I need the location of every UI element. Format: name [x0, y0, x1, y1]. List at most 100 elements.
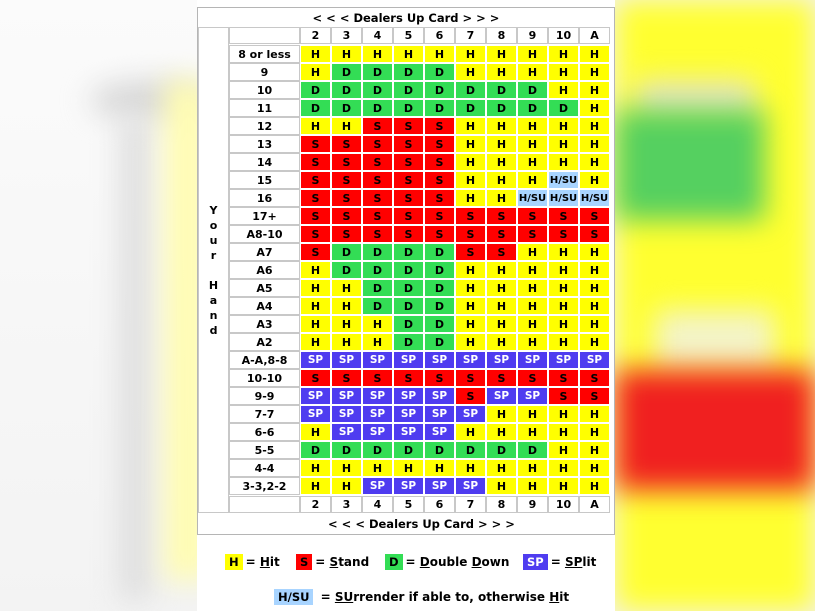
hand-label: 13	[229, 135, 300, 153]
action-cell: D	[486, 81, 517, 99]
action-cell: H	[579, 153, 610, 171]
dealer-card-bottom-10: 10	[548, 496, 579, 513]
action-cell: H	[579, 315, 610, 333]
action-cell: H	[486, 171, 517, 189]
dealer-card-top-4: 4	[362, 27, 393, 44]
action-cell: H	[548, 135, 579, 153]
action-cell: S	[331, 189, 362, 207]
action-cell: S	[486, 369, 517, 387]
action-cell: H	[548, 333, 579, 351]
action-cell: H	[331, 117, 362, 135]
dealer-card-top-7: 7	[455, 27, 486, 44]
action-cell: D	[362, 81, 393, 99]
action-cell: S	[300, 171, 331, 189]
action-cell: SP	[579, 351, 610, 369]
corner-top	[229, 27, 300, 44]
action-cell: SP	[486, 351, 517, 369]
action-cell: SP	[455, 477, 486, 495]
action-cell: H	[579, 99, 610, 117]
background-left	[0, 0, 197, 611]
action-cell: H	[455, 333, 486, 351]
action-cell: S	[579, 369, 610, 387]
action-cell: H	[486, 189, 517, 207]
action-cell: SP	[393, 477, 424, 495]
action-cell: H	[331, 477, 362, 495]
hand-label: 15	[229, 171, 300, 189]
action-cell: H	[548, 63, 579, 81]
action-cell: H	[393, 459, 424, 477]
hand-label: 4-4	[229, 459, 300, 477]
action-cell: H	[517, 477, 548, 495]
action-cell: S	[362, 153, 393, 171]
action-cell: S	[362, 171, 393, 189]
action-cell: H	[579, 423, 610, 441]
action-cell: D	[331, 99, 362, 117]
action-cell: S	[424, 135, 455, 153]
double-swatch: D	[385, 554, 403, 570]
action-cell: H	[548, 243, 579, 261]
action-cell: D	[331, 441, 362, 459]
action-cell: H	[300, 333, 331, 351]
action-cell: D	[424, 315, 455, 333]
action-cell: H	[300, 279, 331, 297]
action-cell: H	[579, 477, 610, 495]
action-cell: H	[517, 333, 548, 351]
dealer-card-bottom-7: 7	[455, 496, 486, 513]
action-cell: S	[362, 369, 393, 387]
action-cell: S	[455, 387, 486, 405]
action-cell: S	[362, 207, 393, 225]
background-right	[615, 0, 815, 611]
action-cell: H	[331, 279, 362, 297]
action-cell: D	[486, 441, 517, 459]
action-cell: H	[517, 315, 548, 333]
action-cell: S	[455, 369, 486, 387]
action-cell: SP	[424, 387, 455, 405]
action-cell: H	[548, 117, 579, 135]
split-swatch: SP	[523, 554, 548, 570]
action-cell: H	[300, 315, 331, 333]
action-cell: H	[455, 297, 486, 315]
action-cell: D	[424, 243, 455, 261]
action-cell: S	[455, 243, 486, 261]
action-cell: D	[362, 261, 393, 279]
action-cell: H	[331, 45, 362, 63]
action-cell: SP	[424, 477, 455, 495]
action-cell: H	[517, 63, 548, 81]
action-cell: H	[579, 279, 610, 297]
action-cell: D	[486, 99, 517, 117]
action-cell: SP	[393, 405, 424, 423]
action-cell: H	[517, 297, 548, 315]
action-cell: SP	[486, 387, 517, 405]
legend-surrender: H/SU = SU rrender if able to, otherwise H…	[274, 589, 569, 605]
legend-split: SP = SP lit	[523, 554, 596, 570]
action-cell: S	[393, 225, 424, 243]
your-hand-letter: Y	[209, 203, 218, 217]
action-cell: S	[424, 369, 455, 387]
action-cell: H	[455, 153, 486, 171]
action-cell: S	[486, 207, 517, 225]
action-cell: S	[517, 207, 548, 225]
dealer-card-bottom-A: A	[579, 496, 610, 513]
action-cell: H	[486, 315, 517, 333]
action-cell: H	[455, 45, 486, 63]
action-cell: D	[300, 81, 331, 99]
action-cell: H	[579, 261, 610, 279]
action-cell: D	[393, 63, 424, 81]
action-cell: H	[579, 243, 610, 261]
action-cell: H	[548, 477, 579, 495]
dealer-card-top-6: 6	[424, 27, 455, 44]
action-cell: S	[300, 135, 331, 153]
action-cell: H	[486, 459, 517, 477]
action-cell: S	[548, 369, 579, 387]
hand-label: 9	[229, 63, 300, 81]
hand-label: 14	[229, 153, 300, 171]
action-cell: S	[393, 189, 424, 207]
action-cell: H	[517, 423, 548, 441]
action-cell: H	[424, 45, 455, 63]
action-cell: H	[300, 117, 331, 135]
action-cell: D	[393, 81, 424, 99]
action-cell: S	[362, 117, 393, 135]
